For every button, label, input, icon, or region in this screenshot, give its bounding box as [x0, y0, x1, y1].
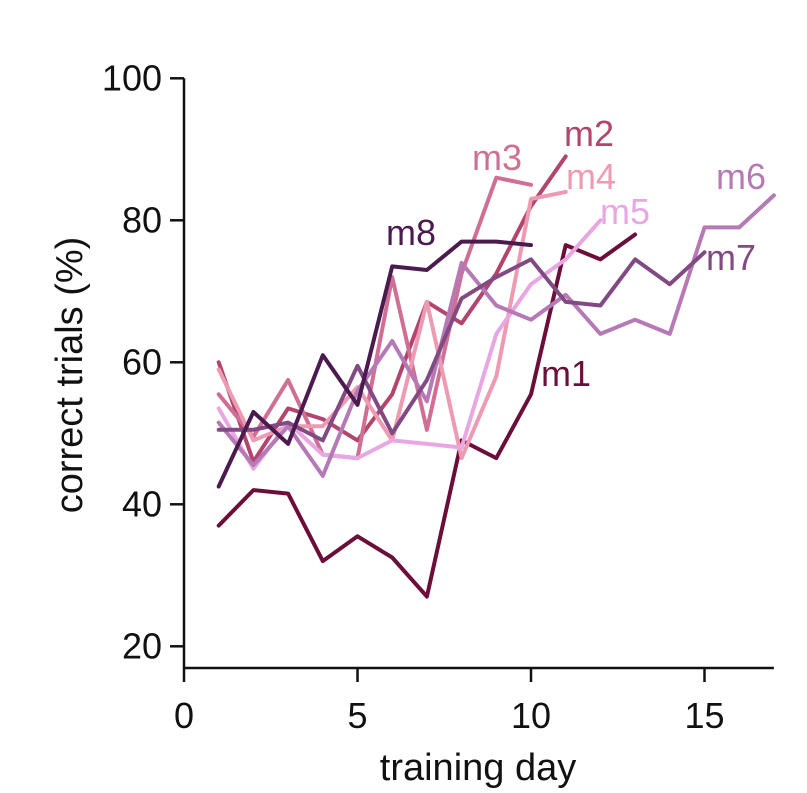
x-tick-label: 5	[347, 695, 367, 736]
series-label-m3: m3	[472, 137, 522, 178]
series-line-m8	[216, 239, 533, 489]
series-label-m1: m1	[541, 353, 591, 394]
series-label-m6: m6	[716, 156, 766, 197]
series-line-m7	[216, 250, 707, 443]
series-line-m1	[216, 232, 638, 599]
series-label-m4: m4	[566, 156, 616, 197]
series-label-m7: m7	[706, 237, 756, 278]
y-tick-label: 60	[122, 341, 162, 382]
x-tick-label: 0	[174, 695, 194, 736]
series-label-m8: m8	[386, 212, 436, 253]
y-ticks: 20 40 60 80 100	[102, 57, 184, 666]
x-ticks: 0 5 10 15	[174, 668, 725, 736]
y-tick-label: 80	[122, 199, 162, 240]
y-tick-label: 20	[122, 625, 162, 666]
series-label-m2: m2	[564, 113, 614, 154]
series-lines	[216, 154, 776, 599]
y-tick-label: 40	[122, 483, 162, 524]
y-tick-label: 100	[102, 57, 162, 98]
x-axis-title: training day	[380, 747, 576, 789]
series-line-m6	[216, 193, 776, 478]
series-label-m5: m5	[600, 191, 650, 232]
y-axis-title: correct trials (%)	[49, 237, 91, 514]
axes: 20 40 60 80 100 0 5 10 15	[102, 57, 774, 736]
x-tick-label: 15	[684, 695, 724, 736]
x-tick-label: 10	[511, 695, 551, 736]
